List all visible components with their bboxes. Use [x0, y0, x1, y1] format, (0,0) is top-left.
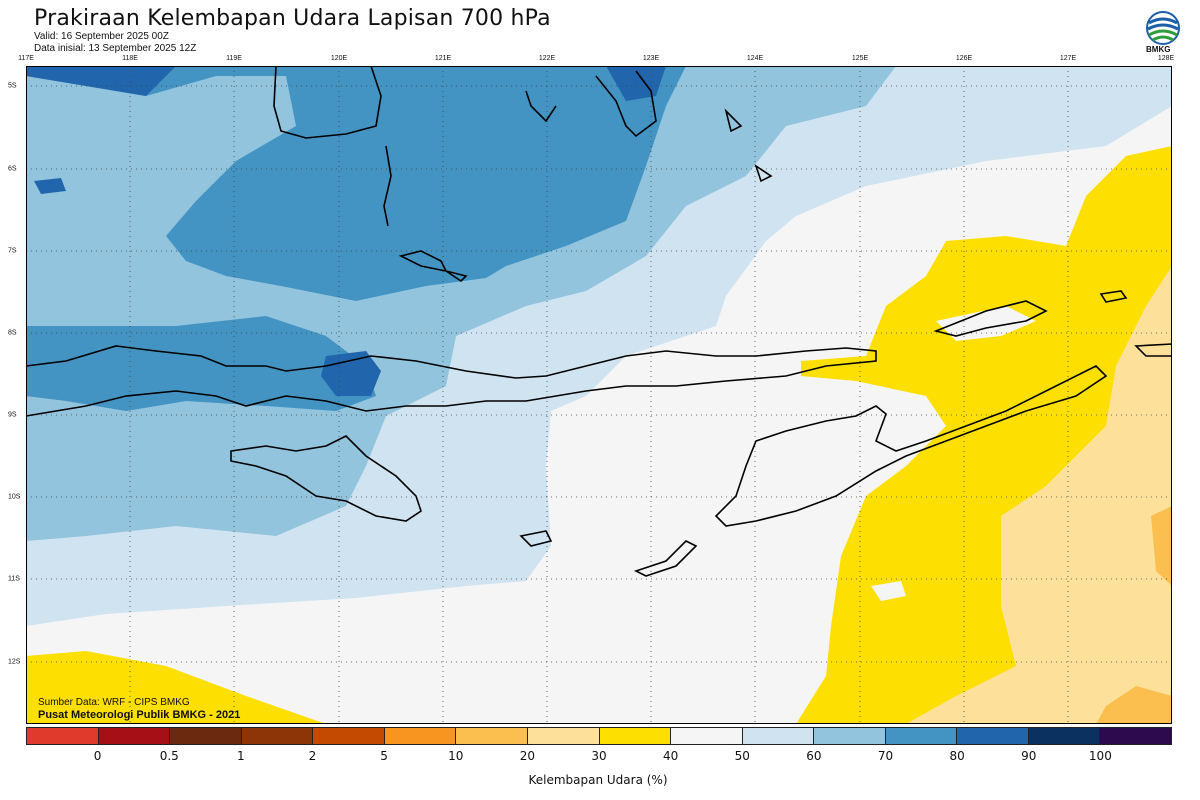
lat-label: 9S [8, 411, 17, 419]
humidity-band-70-80 [26, 66, 686, 411]
colorbar-swatch [527, 728, 600, 744]
colorbar-tick-label: 2 [308, 749, 317, 763]
colorbar-swatch [456, 728, 528, 744]
bmkg-logo-icon [1146, 11, 1180, 45]
colorbar-tick-label: 90 [1021, 749, 1037, 763]
grid-lines [26, 66, 1172, 724]
colorbar-swatch [241, 728, 314, 744]
lon-label: 119E [226, 55, 242, 62]
lon-label: 128E [1157, 55, 1175, 62]
lat-label: 8S [8, 329, 17, 337]
colorbar-swatch [885, 728, 958, 744]
colorbar-swatch [384, 728, 457, 744]
colorbar-tick-label: 50 [734, 749, 750, 763]
colorbar-tick-label: 30 [591, 749, 607, 763]
colorbar-swatch [671, 728, 743, 744]
lon-label: 126E [955, 55, 973, 62]
valid-time: Valid: 16 September 2025 00Z [34, 31, 169, 42]
humidity-map[interactable] [26, 66, 1172, 724]
colorbar [26, 727, 1172, 745]
colorbar-tick-label: 20 [519, 749, 536, 763]
init-time: Data inisial: 13 September 2025 12Z [34, 43, 197, 54]
lon-label: 122E [538, 55, 556, 62]
colorbar-tick-label: 70 [877, 749, 894, 763]
lon-label: 124E [746, 55, 764, 62]
lat-label: 5S [8, 82, 17, 90]
lon-label: 121E [434, 55, 452, 62]
colorbar-tick-label: 60 [806, 749, 822, 763]
colorbar-tick-label: 80 [949, 749, 965, 763]
lat-label: 7S [8, 247, 17, 255]
colorbar-swatch [170, 728, 242, 744]
colorbar-tick-label: 1 [237, 749, 245, 763]
data-source: Sumber Data: WRF - CIPS BMKG [38, 697, 190, 708]
colorbar-tick-label: 0 [93, 749, 102, 763]
colorbar-tick-label: 0.5 [159, 749, 179, 763]
colorbar-tick-label: 100 [1088, 749, 1112, 763]
colorbar-swatch [27, 728, 99, 744]
lon-label: 125E [851, 55, 869, 62]
lat-label: 10S [8, 493, 21, 501]
lon-label: 117E [18, 55, 34, 62]
lon-label: 123E [642, 55, 660, 62]
lat-label: 12S [8, 658, 21, 666]
colorbar-swatch [1028, 728, 1101, 744]
colorbar-swatch [742, 728, 815, 744]
colorbar-swatch [98, 728, 171, 744]
page-title: Prakiraan Kelembapan Udara Lapisan 700 h… [34, 6, 551, 31]
lat-label: 11S [8, 575, 20, 583]
colorbar-swatch [599, 728, 672, 744]
organization: Pusat Meteorologi Publik BMKG - 2021 [38, 709, 241, 721]
colorbar-tick-label: 40 [662, 749, 679, 763]
colorbar-label: Kelembapan Udara (%) [528, 773, 668, 787]
colorbar-tick-label: 10 [448, 749, 464, 763]
colorbar-tick-label: 5 [380, 749, 388, 763]
lat-label: 6S [8, 165, 17, 173]
colorbar-swatch [313, 728, 385, 744]
lon-label: 118E [122, 55, 138, 62]
coastlines [26, 66, 1172, 577]
lon-label: 127E [1059, 55, 1077, 62]
colorbar-swatch [1100, 728, 1171, 744]
colorbar-swatch [957, 728, 1029, 744]
lon-label: 120E [330, 55, 348, 62]
humidity-band-10-20 [1096, 506, 1172, 724]
humidity-band-20-30 [906, 266, 1172, 724]
humidity-band-30-40-sw [26, 651, 326, 724]
colorbar-swatch [814, 728, 886, 744]
logo-text: BMKG [1146, 45, 1171, 54]
